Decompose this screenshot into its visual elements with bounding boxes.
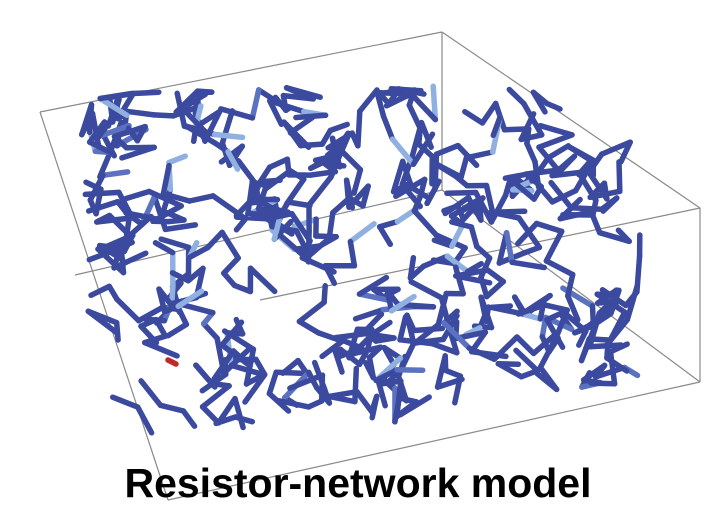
resistor	[299, 322, 318, 333]
resistor	[547, 104, 560, 110]
resistor	[235, 399, 243, 428]
resistor	[355, 369, 356, 402]
resistor	[299, 302, 324, 321]
resistor	[546, 261, 572, 275]
resistor	[183, 411, 194, 426]
resistor	[222, 232, 238, 258]
resistor	[248, 214, 284, 215]
resistor	[146, 319, 165, 321]
resistor	[259, 209, 289, 212]
resistor	[168, 324, 186, 335]
resistor	[322, 375, 323, 401]
resistor	[452, 222, 472, 227]
resistor	[354, 170, 360, 193]
caption: Resistor-network model	[124, 460, 591, 506]
resistor	[350, 242, 354, 266]
resistor	[380, 227, 391, 245]
resistor	[126, 192, 149, 199]
resistor	[103, 172, 128, 175]
resistor	[141, 381, 160, 405]
resistor	[591, 383, 615, 384]
resistor	[319, 333, 343, 341]
resistor	[465, 112, 483, 123]
resistor	[131, 92, 159, 93]
resistor	[488, 270, 504, 282]
resistor	[310, 172, 335, 175]
resistor	[611, 352, 615, 384]
resistor	[100, 246, 120, 249]
resistor	[117, 299, 139, 321]
resistor	[329, 396, 355, 401]
resistor	[537, 224, 562, 232]
resistor	[296, 115, 326, 117]
resistor	[409, 105, 420, 128]
resistor	[540, 126, 572, 135]
resistor	[545, 305, 568, 310]
resistor	[387, 97, 404, 106]
resistor	[161, 405, 184, 411]
resistor	[215, 135, 243, 138]
resistor	[196, 365, 215, 387]
resistor	[168, 360, 176, 364]
resistor	[145, 343, 177, 356]
resistor	[248, 182, 252, 214]
resistor	[288, 202, 310, 206]
resistor	[208, 232, 222, 247]
resistor	[527, 144, 535, 162]
resistor	[379, 381, 401, 384]
resistor	[127, 111, 154, 115]
resistor	[309, 177, 331, 205]
resistor	[456, 267, 464, 294]
resistor	[169, 156, 185, 162]
resistor	[270, 159, 288, 167]
resistor	[380, 222, 398, 227]
resistor	[117, 323, 118, 340]
resistor	[414, 211, 436, 235]
resistor	[213, 196, 242, 216]
resistor	[357, 392, 372, 412]
resistor	[384, 116, 393, 139]
resistor	[85, 192, 119, 194]
resistor	[190, 196, 214, 201]
resistor	[350, 224, 374, 242]
resistor	[165, 225, 195, 230]
resistor	[571, 208, 602, 209]
resistor	[466, 152, 492, 158]
resistor	[400, 317, 406, 340]
resistor	[461, 158, 466, 177]
resistor	[619, 162, 620, 191]
resistor	[251, 268, 275, 291]
resistor	[370, 358, 374, 378]
resistor	[437, 146, 459, 155]
resistor	[221, 109, 253, 118]
resistor	[224, 258, 238, 273]
resistor	[269, 372, 276, 393]
resistor	[252, 90, 258, 118]
resistor	[181, 304, 213, 312]
resistor	[447, 193, 476, 194]
resistor	[154, 115, 173, 116]
resistor	[301, 144, 323, 146]
resistor	[100, 94, 131, 99]
resistor	[329, 213, 333, 239]
page: {"caption": "Resistor-network model"} Re…	[0, 0, 716, 522]
resistor	[260, 180, 280, 182]
resistor	[330, 124, 347, 130]
resistor	[360, 90, 377, 111]
resistor	[203, 407, 219, 423]
resistor	[548, 146, 568, 158]
resistor	[482, 104, 495, 123]
resistor	[481, 258, 490, 277]
resistor	[546, 231, 561, 261]
resistor	[509, 90, 524, 104]
resistor	[637, 256, 640, 292]
figure: Resistor-network model	[0, 0, 716, 522]
resistor	[471, 227, 476, 247]
resistor	[204, 324, 217, 339]
resistor-network	[82, 86, 640, 433]
